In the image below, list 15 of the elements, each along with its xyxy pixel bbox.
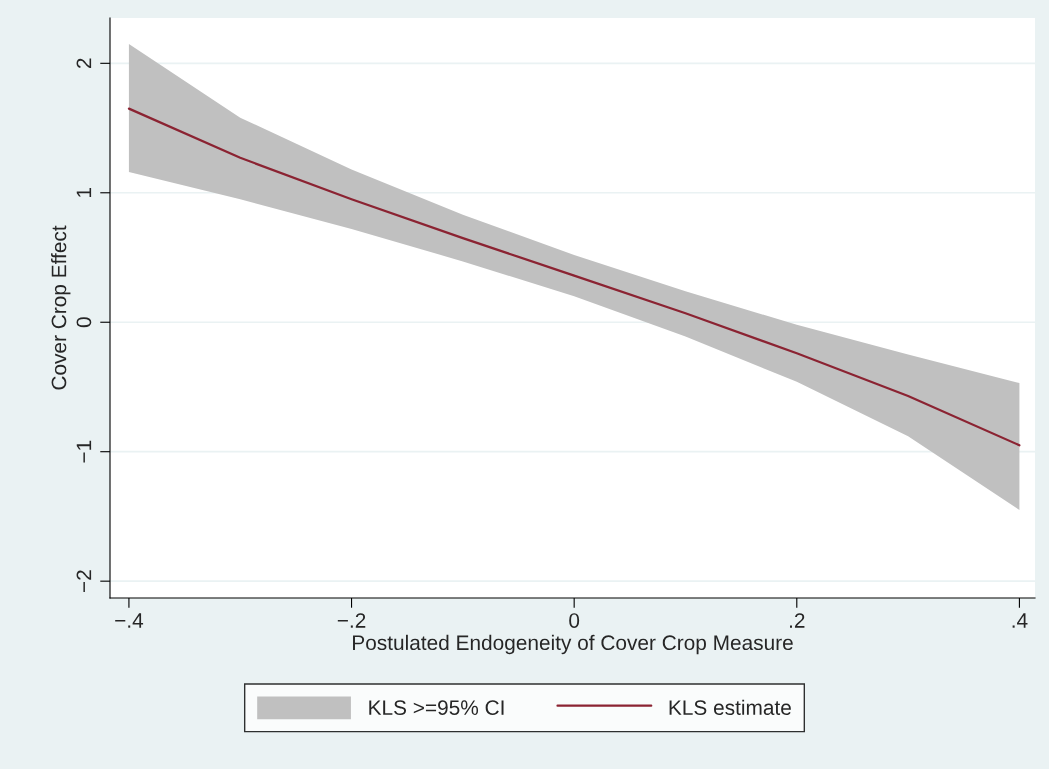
x-tick-label: −.2 bbox=[337, 613, 366, 628]
y-tick-label: 2 bbox=[76, 58, 92, 69]
x-tick-label: .2 bbox=[790, 613, 805, 628]
x-tick-label: 0 bbox=[569, 613, 580, 628]
y-axis-title: Cover Crop Effect bbox=[51, 225, 71, 390]
x-axis-title: Postulated Endogeneity of Cover Crop Measure bbox=[353, 634, 793, 655]
legend-label: KLS estimate bbox=[669, 699, 791, 715]
line-series bbox=[127, 107, 1021, 447]
y-tick-label: 0 bbox=[76, 317, 92, 328]
x-tick-label: .4 bbox=[1012, 613, 1028, 628]
y-tick-label: 1 bbox=[76, 188, 92, 197]
text: KLS >=95% CI bbox=[369, 700, 504, 715]
y-tick-label: −1 bbox=[76, 440, 92, 463]
y-tick-label: −2 bbox=[76, 570, 92, 593]
x-tick-label: −.4 bbox=[115, 613, 144, 628]
